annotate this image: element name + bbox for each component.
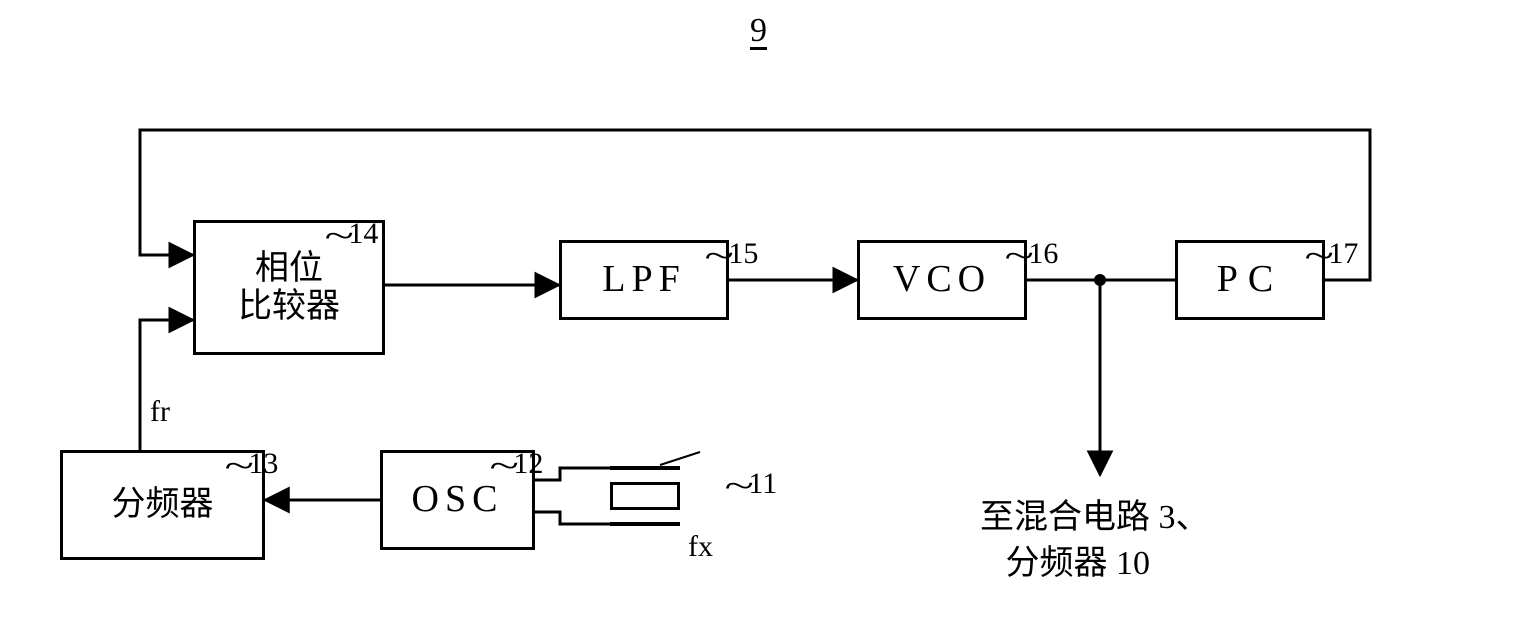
tilde-icon: ~	[724, 468, 753, 506]
id-label-14: ~14	[300, 180, 378, 286]
edge-crystal-osc-bot	[535, 512, 610, 524]
id-label-15: ~15	[680, 200, 758, 306]
tilde-icon: ~	[489, 448, 518, 486]
tilde-icon: ~	[224, 448, 253, 486]
tilde-icon: ~	[324, 218, 353, 256]
fx-label: fx	[688, 530, 713, 564]
diagram-canvas: 9 相位 比较器 LPF VCO PC 分频器 OSC ~14 ~15 ~16 …	[0, 0, 1524, 627]
diagram-title: 9	[750, 12, 767, 50]
tilde-icon: ~	[1304, 238, 1333, 276]
tilde-icon: ~	[1004, 238, 1033, 276]
id-label-11: ~11	[700, 430, 777, 536]
junction-dot	[1094, 274, 1106, 286]
id-label-13: ~13	[200, 410, 278, 516]
crystal-symbol	[600, 460, 690, 540]
edge-crystal-osc-top	[535, 468, 610, 480]
fr-label: fr	[150, 395, 170, 429]
id-label-17: ~17	[1280, 200, 1358, 306]
output-label: 至混合电路 3、 分频器 10	[980, 495, 1210, 587]
id-label-12: ~12	[465, 410, 543, 516]
id-label-16: ~16	[980, 200, 1058, 306]
edge-divider-comparator	[140, 320, 193, 450]
tilde-icon: ~	[704, 238, 733, 276]
